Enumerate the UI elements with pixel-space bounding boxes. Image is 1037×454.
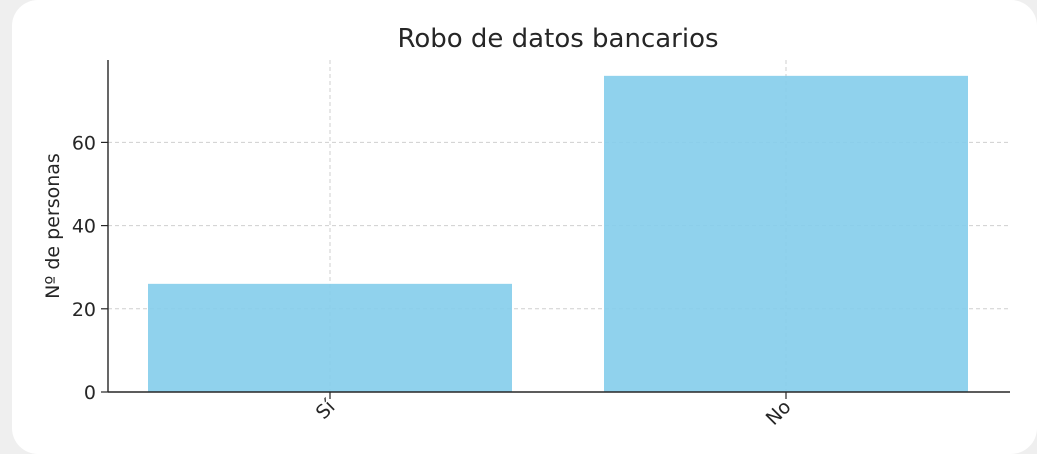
x-ticks: Sí No — [312, 392, 796, 430]
y-axis-label: Nº de personas — [42, 153, 64, 299]
chart-title: Robo de datos bancarios — [397, 24, 718, 54]
x-tick-label: No — [762, 396, 796, 430]
y-tick-label: 40 — [72, 216, 96, 238]
y-tick-label: 20 — [72, 299, 96, 321]
x-tick-label: Sí — [312, 395, 340, 423]
bar-0 — [148, 283, 512, 392]
bar-1 — [604, 75, 968, 392]
y-tick-label: 60 — [72, 132, 96, 154]
bars — [148, 75, 968, 392]
y-tick-label: 0 — [84, 382, 96, 404]
y-ticks: 0 20 40 60 — [72, 132, 108, 404]
